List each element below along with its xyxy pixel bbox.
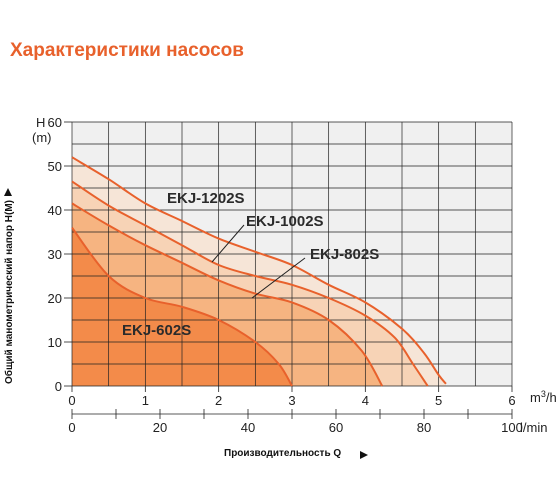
series-label-ekj-1002s: EKJ-1002S bbox=[246, 213, 324, 230]
curve-ekj-802s bbox=[71, 202, 384, 387]
curve-ekj-602s bbox=[71, 226, 293, 387]
x-axis-unit: m3/h bbox=[530, 389, 557, 405]
x2-tick-label: 60 bbox=[329, 420, 343, 435]
x2-tick-label: 20 bbox=[153, 420, 167, 435]
y-tick-label: 50 bbox=[48, 159, 62, 174]
x-secondary-tick-labels: 0 20 40 60 80 100 bbox=[68, 420, 522, 435]
pump-curves bbox=[71, 156, 447, 387]
y-tick-label: 10 bbox=[48, 335, 62, 350]
x2-tick-label: 40 bbox=[241, 420, 255, 435]
x-tick-labels: 0 1 2 3 4 5 6 bbox=[68, 393, 515, 408]
x-axis-title: Производительность Q bbox=[224, 448, 341, 459]
y-axis-arrow-icon bbox=[4, 188, 12, 196]
x-tick-label: 3 bbox=[288, 393, 295, 408]
y-tick-label: 20 bbox=[48, 291, 62, 306]
y-tick-label: 60 bbox=[48, 115, 62, 130]
x-tick-label: 6 bbox=[508, 393, 515, 408]
y-axis-head: H bbox=[36, 115, 45, 130]
leader-line-ekj-802s bbox=[251, 257, 306, 299]
x-axis-arrow-icon bbox=[360, 451, 368, 459]
x-tick-label: 5 bbox=[435, 393, 442, 408]
y-tick-labels: 0 10 20 30 40 50 60 bbox=[48, 115, 62, 394]
x-tick-label: 2 bbox=[215, 393, 222, 408]
series-label-ekj-802s: EKJ-802S bbox=[310, 246, 379, 263]
y-tick-label: 40 bbox=[48, 203, 62, 218]
page-title: Характеристики насосов bbox=[10, 40, 244, 61]
curve-ekj-1002s bbox=[71, 180, 429, 387]
x2-tick-label: 100 bbox=[501, 420, 523, 435]
leader-line-ekj-1002s bbox=[211, 224, 245, 263]
y-tick-label: 30 bbox=[48, 247, 62, 262]
series-label-ekj-1202s: EKJ-1202S bbox=[167, 190, 245, 207]
x-tick-label: 1 bbox=[142, 393, 149, 408]
x-tick-label: 4 bbox=[362, 393, 369, 408]
series-label-ekj-602s: EKJ-602S bbox=[122, 322, 191, 339]
y-axis-title: Общий манометрический напор H(M) bbox=[3, 200, 15, 384]
curve-ekj-1202s bbox=[71, 156, 447, 385]
x-tick-label: 0 bbox=[68, 393, 75, 408]
x-secondary-unit: l/min bbox=[520, 420, 547, 435]
y-tick-label: 0 bbox=[55, 379, 62, 394]
x2-tick-label: 0 bbox=[68, 420, 75, 435]
x2-tick-label: 80 bbox=[417, 420, 431, 435]
y-axis-unit: (m) bbox=[32, 130, 52, 145]
